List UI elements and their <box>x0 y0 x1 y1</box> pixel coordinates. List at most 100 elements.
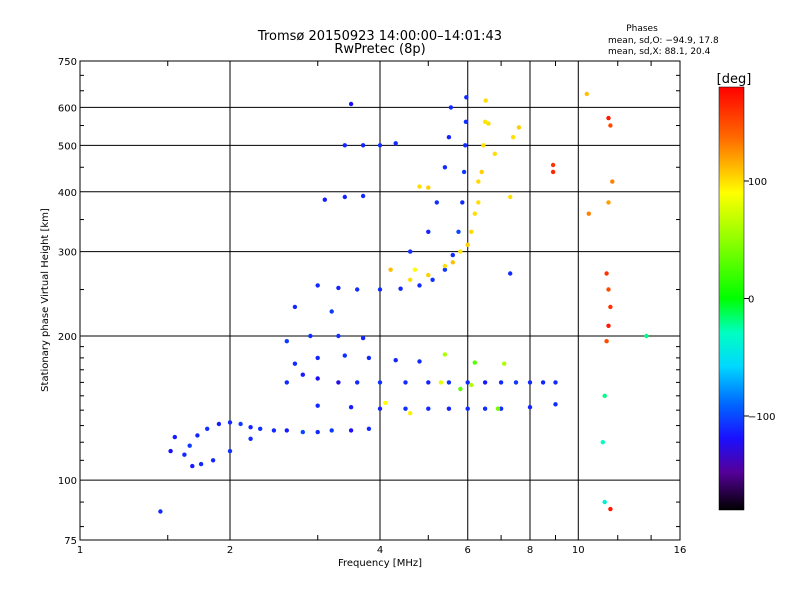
data-point <box>486 121 491 126</box>
data-point <box>426 229 431 234</box>
data-point <box>355 287 360 292</box>
data-point <box>417 359 422 364</box>
data-points <box>158 91 649 514</box>
y-tick-label: 750 <box>58 57 77 68</box>
data-point <box>510 135 516 140</box>
data-point <box>540 380 546 385</box>
data-point <box>434 200 439 205</box>
data-point <box>479 169 484 175</box>
data-point <box>377 380 383 385</box>
data-point <box>465 406 470 411</box>
data-point <box>446 380 452 385</box>
data-point <box>348 405 354 410</box>
data-point <box>502 361 507 366</box>
x-tick-label: 4 <box>377 545 383 556</box>
data-point <box>584 91 589 97</box>
data-point <box>460 200 465 205</box>
data-point <box>403 406 408 411</box>
chart-subtitle: RwPretec (8p) <box>334 42 425 57</box>
data-point <box>448 105 454 110</box>
data-point <box>606 323 611 328</box>
data-point <box>608 304 613 310</box>
data-point <box>284 380 289 385</box>
data-point <box>472 211 477 216</box>
data-point <box>408 277 413 282</box>
data-point <box>393 358 398 363</box>
data-point <box>608 123 613 128</box>
data-point <box>348 101 354 107</box>
data-point <box>465 242 470 247</box>
data-point <box>388 267 393 272</box>
data-point <box>426 272 431 278</box>
data-point <box>248 436 253 441</box>
data-point <box>158 509 163 514</box>
data-point <box>513 380 519 385</box>
data-point <box>403 380 408 385</box>
data-point <box>342 353 347 358</box>
data-point <box>602 393 607 398</box>
data-point <box>336 380 341 385</box>
data-point <box>476 200 481 205</box>
data-point <box>417 184 422 189</box>
x-tick-label: 6 <box>465 545 471 556</box>
data-point <box>417 283 422 288</box>
axis-ticks: 1 2 4 6 8 10 16 75 100 200 300 400 500 600 750 <box>58 57 686 556</box>
data-point <box>476 179 481 184</box>
data-point <box>227 448 233 454</box>
phases-title: Phases <box>626 24 658 34</box>
data-point <box>442 263 448 269</box>
data-point <box>315 429 320 435</box>
chart-title: Tromsø 20150923 14:00:00–14:01:43 <box>257 29 502 44</box>
data-point <box>329 309 334 314</box>
data-point <box>508 271 513 276</box>
data-point <box>550 162 556 168</box>
data-point <box>608 506 613 512</box>
data-point <box>461 169 467 175</box>
x-tick-label: 1 <box>77 545 83 556</box>
data-point <box>492 151 497 156</box>
data-point <box>366 355 372 361</box>
y-axis-label: Stationary phase Virtual Height [km] <box>40 208 51 392</box>
data-point <box>172 434 177 440</box>
data-point <box>238 421 243 427</box>
data-point <box>450 252 455 258</box>
data-point <box>315 355 320 361</box>
data-point <box>426 185 431 190</box>
data-point <box>604 271 609 276</box>
data-point <box>360 335 366 341</box>
data-point <box>377 406 383 411</box>
data-point <box>527 405 533 410</box>
data-point <box>187 443 192 448</box>
data-point <box>482 406 488 411</box>
colorbar-tick-label: 100 <box>748 177 767 188</box>
data-point <box>342 194 347 200</box>
data-point <box>383 400 388 406</box>
data-point <box>315 403 320 408</box>
x-tick-label: 2 <box>227 545 233 556</box>
colorbar-tick-label: 0 <box>748 295 754 306</box>
data-point <box>606 200 611 205</box>
data-point <box>483 98 488 103</box>
grid-lines <box>80 61 680 540</box>
colorbar-ticks: 100 0 −100 <box>744 177 775 423</box>
data-point <box>442 267 448 272</box>
data-point <box>355 380 360 385</box>
data-point <box>465 380 470 385</box>
data-point <box>606 115 611 121</box>
data-point <box>258 426 263 431</box>
x-tick-label: 8 <box>527 545 533 556</box>
data-point <box>348 428 354 433</box>
data-point <box>498 406 504 411</box>
data-point <box>292 361 298 366</box>
y-tick-label: 75 <box>64 536 77 547</box>
data-point <box>393 141 398 146</box>
data-point <box>481 143 486 148</box>
data-point <box>227 420 233 425</box>
data-point <box>464 95 469 100</box>
data-point <box>377 287 383 292</box>
data-point <box>450 260 455 265</box>
data-point <box>600 440 605 445</box>
data-point <box>527 380 533 385</box>
data-point <box>271 428 277 433</box>
